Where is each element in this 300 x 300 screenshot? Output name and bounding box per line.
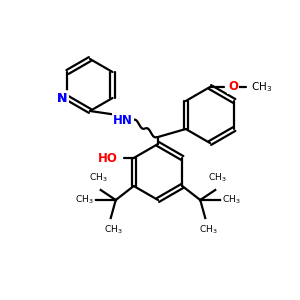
- Text: CH$_3$: CH$_3$: [89, 172, 108, 184]
- Text: HO: HO: [98, 152, 118, 164]
- Text: CH$_3$: CH$_3$: [199, 224, 218, 236]
- Text: CH$_3$: CH$_3$: [75, 194, 94, 206]
- Text: HN: HN: [113, 113, 133, 127]
- Text: CH$_3$: CH$_3$: [104, 224, 123, 236]
- Text: CH$_3$: CH$_3$: [251, 80, 272, 94]
- Text: O: O: [228, 80, 238, 94]
- Text: N: N: [57, 92, 68, 104]
- Text: CH$_3$: CH$_3$: [208, 172, 226, 184]
- Text: N: N: [57, 92, 68, 104]
- Text: N: N: [57, 92, 68, 104]
- Text: CH$_3$: CH$_3$: [222, 194, 241, 206]
